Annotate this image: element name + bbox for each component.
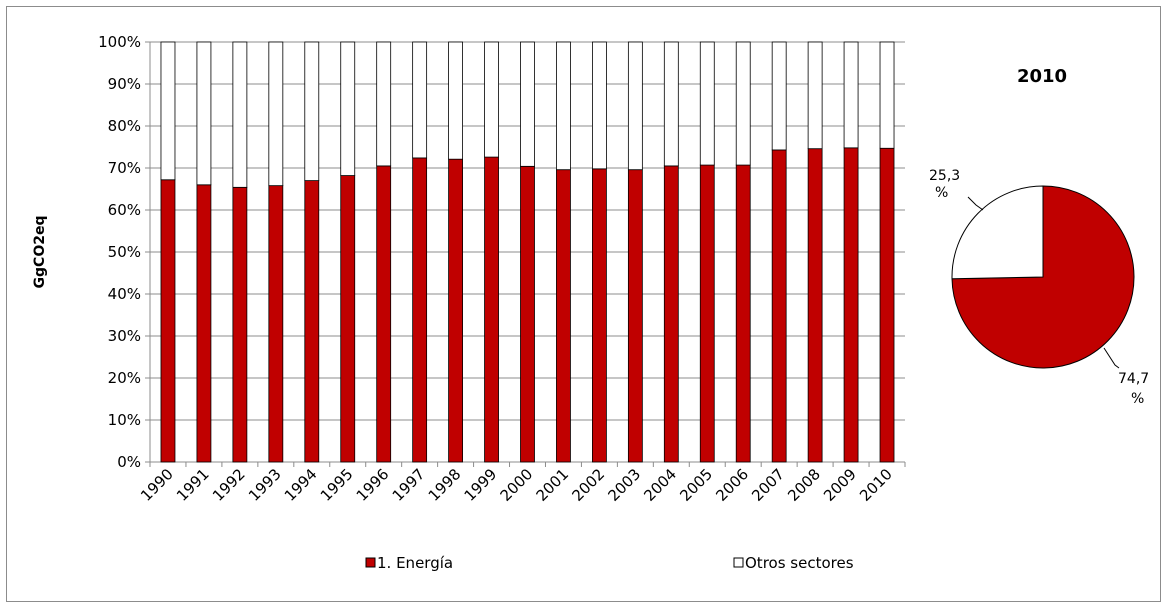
y-tick-label: 20% xyxy=(108,369,141,387)
pie-leader-otros-sectores xyxy=(967,196,984,211)
legend-label-otros-sectores: Otros sectores xyxy=(745,554,854,572)
bar-energia xyxy=(556,169,571,463)
pie-leader-energia xyxy=(1103,347,1120,369)
pie-label-otros-sectores-percent: % xyxy=(935,185,948,201)
x-tick-label: 2001 xyxy=(533,465,573,505)
bar-energia xyxy=(448,158,463,463)
bar-otros-sectores xyxy=(771,41,787,151)
bar-otros-sectores xyxy=(843,41,859,149)
x-tick-label: 2010 xyxy=(856,465,896,505)
pie-slice-otros-sectores xyxy=(951,185,1044,280)
bar-energia xyxy=(879,147,895,463)
bar-otros-sectores xyxy=(484,41,499,158)
bar-energia xyxy=(699,164,715,463)
bar-energia xyxy=(484,156,499,463)
bar-energia xyxy=(196,184,212,463)
y-tick-label: 0% xyxy=(117,453,141,471)
x-tick-label: 2004 xyxy=(640,465,680,505)
y-tick-label: 70% xyxy=(108,159,141,177)
bar-energia xyxy=(771,149,787,463)
y-tick-label: 90% xyxy=(108,75,141,93)
x-tick-label: 1993 xyxy=(245,465,285,505)
y-axis-label: GgCO2eq xyxy=(32,216,48,289)
bar-energia xyxy=(807,148,823,463)
y-tick-label: 40% xyxy=(108,285,141,303)
y-tick-label: 100% xyxy=(98,33,141,51)
bar-otros-sectores xyxy=(556,41,571,171)
bar-energia xyxy=(735,164,751,463)
bar-otros-sectores xyxy=(376,41,392,167)
y-tick-label: 10% xyxy=(108,411,141,429)
y-tick-label: 60% xyxy=(108,201,141,219)
x-tick-label: 2007 xyxy=(748,465,788,505)
legend-label-energia: 1. Energía xyxy=(377,554,453,572)
bar-otros-sectores xyxy=(627,41,643,171)
bar-otros-sectores xyxy=(520,41,535,167)
bar-otros-sectores xyxy=(340,41,356,176)
bar-energia xyxy=(592,168,607,463)
pie-label-energia: 74,7 xyxy=(1118,371,1149,387)
legend-swatch-energia xyxy=(365,557,376,568)
pie-title: 2010 xyxy=(1017,66,1067,87)
x-tick-label: 2008 xyxy=(784,465,824,505)
y-tick-label: 80% xyxy=(108,117,141,135)
bar-energia xyxy=(843,147,859,463)
bar-otros-sectores xyxy=(735,41,751,166)
bar-energia xyxy=(340,175,356,463)
bar-otros-sectores xyxy=(807,41,823,150)
x-tick-label: 2005 xyxy=(676,465,716,505)
bar-energia xyxy=(376,165,392,463)
x-tick-label: 1997 xyxy=(389,465,429,505)
x-tick-label: 1999 xyxy=(461,465,501,505)
bar-energia xyxy=(520,165,535,463)
bar-otros-sectores xyxy=(879,41,895,149)
bar-otros-sectores xyxy=(412,41,428,159)
x-tick-label: 2003 xyxy=(604,465,644,505)
x-tick-label: 1998 xyxy=(425,465,465,505)
x-tick-label: 1990 xyxy=(137,465,177,505)
y-tick-label: 30% xyxy=(108,327,141,345)
bar-otros-sectores xyxy=(304,41,320,182)
bar-otros-sectores xyxy=(448,41,463,160)
bar-energia xyxy=(268,185,284,463)
bar-otros-sectores xyxy=(160,41,176,181)
bar-otros-sectores xyxy=(268,41,284,187)
x-tick-label: 1996 xyxy=(353,465,393,505)
x-tick-label: 2002 xyxy=(569,465,609,505)
x-tick-label: 1992 xyxy=(209,465,249,505)
bar-otros-sectores xyxy=(592,41,607,170)
bar-energia xyxy=(304,180,320,463)
bar-otros-sectores xyxy=(196,41,212,186)
bar-otros-sectores xyxy=(663,41,679,167)
x-tick-label: 2009 xyxy=(820,465,860,505)
pie-label-energia-percent: % xyxy=(1131,391,1144,407)
x-tick-label: 1995 xyxy=(317,465,357,505)
bar-energia xyxy=(232,186,248,463)
y-tick-label: 50% xyxy=(108,243,141,261)
bar-energia xyxy=(627,169,643,463)
pie-label-otros-sectores: 25,3 xyxy=(929,168,960,184)
x-tick-label: 1994 xyxy=(281,465,321,505)
legend-swatch-otros-sectores xyxy=(733,557,744,568)
x-tick-label: 1991 xyxy=(173,465,213,505)
bar-energia xyxy=(412,157,428,463)
x-tick-label: 2006 xyxy=(712,465,752,505)
bar-energia xyxy=(663,165,679,463)
bar-energia xyxy=(160,179,176,463)
x-tick-label: 2000 xyxy=(497,465,537,505)
bar-otros-sectores xyxy=(232,41,248,188)
bar-otros-sectores xyxy=(699,41,715,166)
